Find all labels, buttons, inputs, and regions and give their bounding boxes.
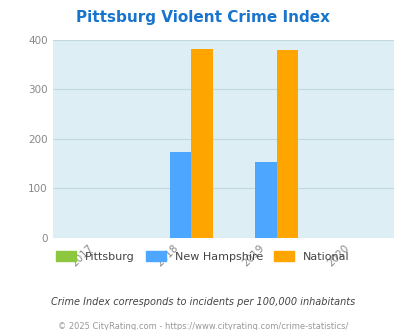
Bar bbox=[191, 49, 212, 238]
Legend: Pittsburg, New Hampshire, National: Pittsburg, New Hampshire, National bbox=[52, 247, 353, 267]
Text: © 2025 CityRating.com - https://www.cityrating.com/crime-statistics/: © 2025 CityRating.com - https://www.city… bbox=[58, 322, 347, 330]
Bar bbox=[170, 152, 191, 238]
Bar bbox=[255, 162, 276, 238]
Text: Pittsburg Violent Crime Index: Pittsburg Violent Crime Index bbox=[76, 10, 329, 25]
Text: Crime Index corresponds to incidents per 100,000 inhabitants: Crime Index corresponds to incidents per… bbox=[51, 297, 354, 307]
Bar bbox=[276, 50, 297, 238]
